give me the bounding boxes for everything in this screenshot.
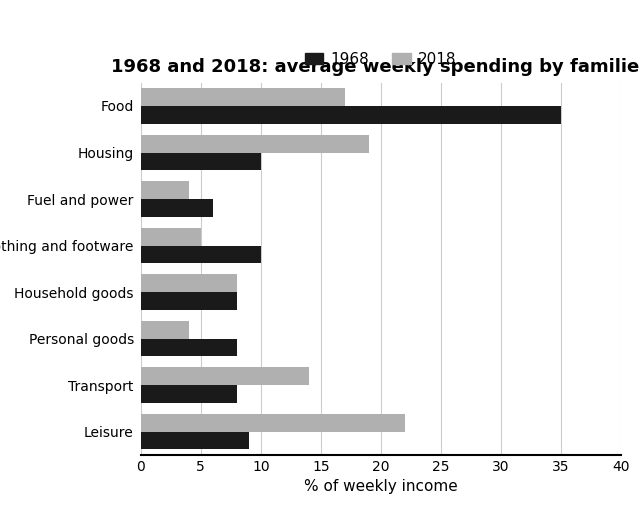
Bar	[141, 292, 237, 310]
Bar	[141, 153, 261, 170]
X-axis label: % of weekly income: % of weekly income	[304, 479, 458, 494]
Bar	[141, 321, 189, 339]
Bar	[141, 106, 561, 124]
Bar	[141, 432, 249, 449]
Bar	[141, 88, 345, 106]
Title: 1968 and 2018: average weekly spending by families: 1968 and 2018: average weekly spending b…	[111, 57, 640, 75]
Bar	[141, 368, 309, 385]
Bar	[141, 228, 201, 246]
Bar	[141, 246, 261, 263]
Bar	[141, 181, 189, 199]
Bar	[141, 199, 212, 217]
Bar	[141, 339, 237, 356]
Bar	[141, 414, 405, 432]
Bar	[141, 275, 237, 292]
Bar	[141, 385, 237, 403]
Legend: 1968, 2018: 1968, 2018	[299, 45, 463, 73]
Bar	[141, 135, 369, 153]
